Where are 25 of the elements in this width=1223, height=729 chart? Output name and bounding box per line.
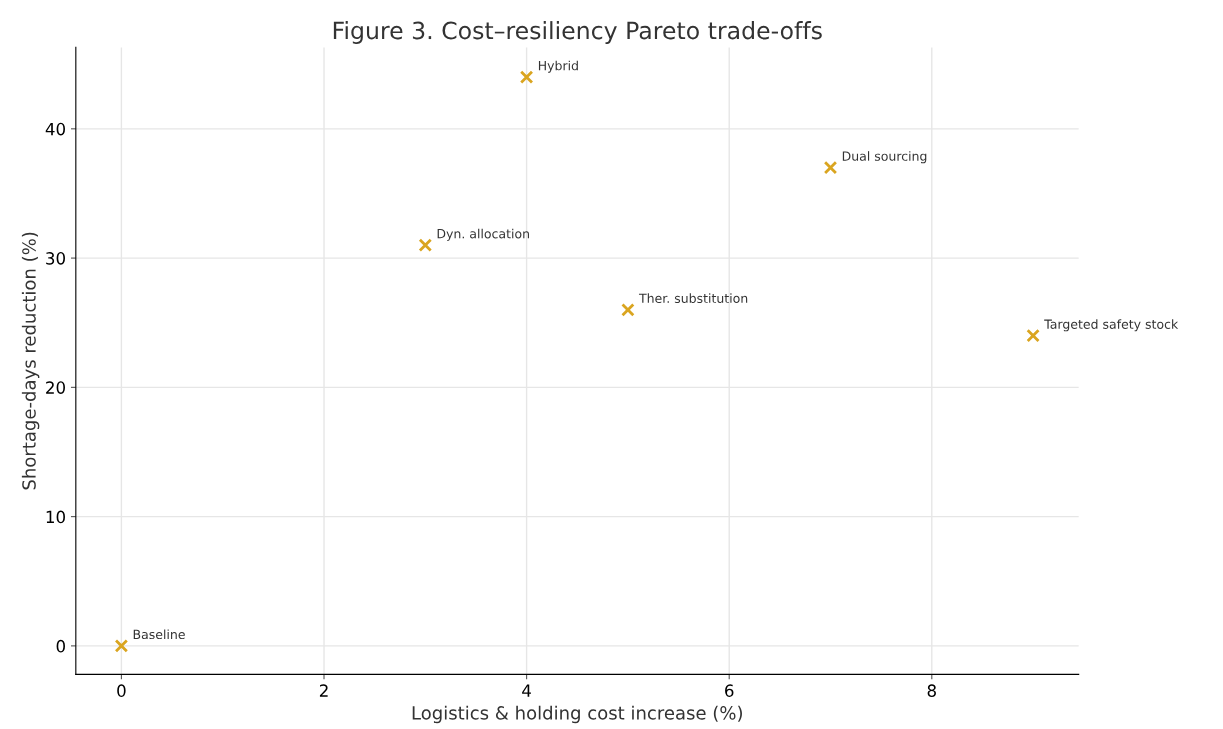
point: [519, 70, 534, 84]
x-tick-label: 0: [117, 684, 126, 697]
annotation: Ther. substitution: [638, 293, 748, 304]
y-tick-label: 0: [56, 639, 65, 653]
point: [418, 238, 433, 252]
x-tick-label: 4: [522, 684, 531, 697]
x-tick-label: 2: [319, 684, 328, 697]
y-tick-label: 10: [46, 510, 65, 524]
y-tick-label: 30: [46, 252, 65, 265]
annotation: Dual sourcing: [842, 151, 927, 164]
annotation: Dyn. allocation: [437, 228, 529, 241]
annotation: Targeted safety stock: [1044, 319, 1179, 332]
annotation: Hybrid: [538, 60, 578, 73]
x-tick-label: 6: [725, 684, 734, 697]
y-tick-label: 40: [45, 122, 65, 136]
x-tick-label: 8: [927, 684, 936, 697]
x-axis-title: Logistics & holding cost increase (%): [412, 705, 742, 724]
point: [114, 639, 129, 653]
point: [823, 160, 838, 175]
point: [1026, 328, 1040, 343]
point: [621, 303, 635, 317]
chart-title: Figure 3. Cost–resiliency Pareto trade-offs: [333, 21, 822, 44]
y-tick-label: 20: [46, 381, 65, 394]
annotation: Baseline: [133, 629, 185, 640]
y-axis-title: Shortage-days reduction (%): [21, 232, 40, 490]
